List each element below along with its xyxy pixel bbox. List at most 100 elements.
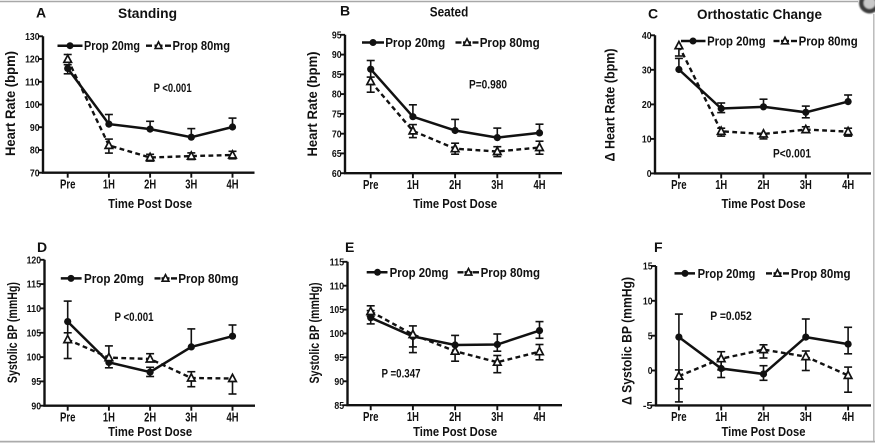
svg-text:Prop 20mg: Prop 20mg — [698, 266, 756, 281]
svg-text:Time Post Dose: Time Post Dose — [722, 424, 806, 439]
svg-text:Prop 20mg: Prop 20mg — [84, 38, 140, 53]
svg-text:Prop 80mg: Prop 80mg — [173, 38, 231, 53]
svg-text:20: 20 — [642, 99, 652, 111]
svg-text:70: 70 — [332, 128, 342, 140]
svg-text:P<0.001: P<0.001 — [773, 149, 812, 161]
svg-text:130: 130 — [25, 31, 40, 43]
svg-text:Heart Rate (bpm): Heart Rate (bpm) — [3, 51, 18, 156]
svg-text:Prop 20mg: Prop 20mg — [390, 265, 449, 280]
svg-text:Prop 80mg: Prop 80mg — [791, 266, 851, 281]
svg-text:Time Post Dose: Time Post Dose — [722, 196, 806, 211]
svg-text:90: 90 — [30, 122, 40, 134]
svg-text:2H: 2H — [144, 176, 156, 191]
svg-text:3H: 3H — [491, 177, 503, 192]
svg-text:110: 110 — [330, 280, 345, 292]
svg-text:85: 85 — [334, 400, 344, 412]
svg-text:95: 95 — [334, 352, 344, 364]
svg-text:3H: 3H — [491, 409, 503, 424]
svg-text:Orthostatic Change: Orthostatic Change — [697, 6, 822, 22]
svg-text:100: 100 — [330, 328, 345, 340]
svg-text:65: 65 — [332, 148, 342, 160]
svg-text:2H: 2H — [758, 409, 770, 424]
svg-text:Time Post Dose: Time Post Dose — [108, 424, 192, 439]
svg-text:10: 10 — [642, 134, 652, 146]
svg-text:3H: 3H — [185, 409, 197, 424]
svg-text:3H: 3H — [185, 176, 197, 191]
svg-text:Standing: Standing — [118, 5, 177, 21]
svg-text:2H: 2H — [758, 177, 770, 192]
svg-text:105: 105 — [330, 304, 345, 316]
svg-text:Pre: Pre — [363, 177, 379, 192]
svg-text:80: 80 — [332, 89, 342, 101]
svg-text:15: 15 — [643, 261, 653, 273]
svg-text:P <0.001: P <0.001 — [115, 312, 155, 324]
svg-text:A: A — [36, 5, 46, 21]
svg-text:4H: 4H — [842, 409, 854, 424]
svg-text:B: B — [340, 3, 350, 19]
svg-text:D: D — [37, 239, 47, 255]
svg-text:4H: 4H — [227, 176, 239, 191]
svg-text:Prop 80mg: Prop 80mg — [178, 271, 238, 286]
svg-text:30: 30 — [642, 64, 652, 76]
svg-text:115: 115 — [330, 256, 345, 268]
svg-text:1H: 1H — [103, 176, 115, 191]
svg-text:4H: 4H — [534, 409, 546, 424]
svg-text:10: 10 — [643, 295, 653, 307]
svg-text:90: 90 — [332, 49, 342, 61]
svg-text:P <0.001: P <0.001 — [154, 83, 192, 95]
svg-text:Seated: Seated — [430, 4, 469, 20]
svg-text:P =0.052: P =0.052 — [710, 311, 752, 323]
svg-text:Systolic BP (mmHg): Systolic BP (mmHg) — [307, 283, 322, 384]
svg-text:110: 110 — [27, 303, 42, 315]
svg-text:E: E — [345, 239, 354, 255]
svg-text:40: 40 — [642, 30, 652, 42]
svg-text:1H: 1H — [715, 177, 727, 192]
svg-text:Prop 20mg: Prop 20mg — [707, 34, 766, 49]
svg-text:2H: 2H — [144, 409, 156, 424]
svg-text:-5: -5 — [643, 400, 653, 412]
svg-text:Time Post Dose: Time Post Dose — [413, 196, 497, 211]
svg-text:Pre: Pre — [671, 177, 687, 192]
svg-text:80: 80 — [30, 145, 40, 157]
svg-text:1H: 1H — [407, 177, 419, 192]
svg-text:3H: 3H — [800, 177, 812, 192]
svg-text:110: 110 — [25, 76, 40, 88]
svg-text:4H: 4H — [534, 177, 546, 192]
svg-text:75: 75 — [332, 109, 342, 121]
svg-text:Prop 80mg: Prop 80mg — [481, 265, 540, 280]
svg-text:70: 70 — [30, 167, 40, 179]
svg-text:P =0.347: P =0.347 — [382, 369, 421, 381]
svg-text:85: 85 — [332, 69, 342, 81]
svg-text:105: 105 — [27, 327, 42, 339]
svg-text:115: 115 — [27, 279, 42, 291]
svg-text:2H: 2H — [449, 409, 461, 424]
svg-text:90: 90 — [334, 376, 344, 388]
svg-text:Δ Heart Rate (bpm): Δ Heart Rate (bpm) — [603, 49, 618, 162]
svg-text:3H: 3H — [800, 409, 812, 424]
svg-text:90: 90 — [31, 400, 41, 412]
svg-text:4H: 4H — [842, 177, 854, 192]
svg-text:Pre: Pre — [60, 409, 76, 424]
svg-text:1H: 1H — [103, 409, 115, 424]
svg-text:Prop 80mg: Prop 80mg — [480, 35, 540, 50]
svg-text:Time Post Dose: Time Post Dose — [413, 424, 497, 439]
svg-text:60: 60 — [332, 168, 342, 180]
svg-text:Time Post Dose: Time Post Dose — [108, 196, 192, 211]
svg-text:F: F — [654, 239, 663, 255]
svg-text:0: 0 — [647, 168, 652, 180]
svg-text:100: 100 — [25, 99, 40, 111]
svg-text:100: 100 — [27, 352, 42, 364]
svg-text:120: 120 — [27, 254, 42, 266]
svg-text:Pre: Pre — [363, 409, 379, 424]
svg-text:P=0.980: P=0.980 — [469, 80, 507, 92]
svg-text:Prop 20mg: Prop 20mg — [385, 35, 445, 50]
svg-text:Δ Systolic BP (mmHg): Δ Systolic BP (mmHg) — [620, 277, 635, 405]
svg-text:Pre: Pre — [60, 176, 76, 191]
svg-text:2H: 2H — [449, 177, 461, 192]
svg-text:95: 95 — [31, 376, 41, 388]
svg-text:5: 5 — [648, 330, 653, 342]
svg-text:120: 120 — [25, 54, 40, 66]
svg-text:C: C — [648, 6, 658, 22]
svg-text:Heart Rate (bpm): Heart Rate (bpm) — [305, 52, 320, 157]
svg-text:0: 0 — [648, 365, 653, 377]
